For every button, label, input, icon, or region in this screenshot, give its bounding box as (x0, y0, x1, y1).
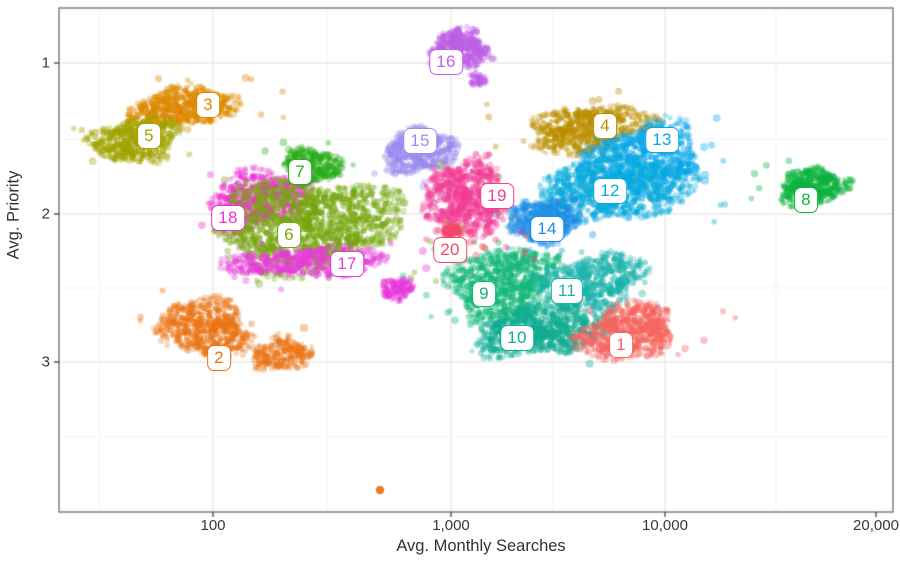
y-tick-label-2: 2 (41, 205, 50, 223)
cluster-label-14: 14 (530, 216, 564, 242)
x-tick-label-1000: 1,000 (432, 517, 470, 534)
cluster-label-1: 1 (609, 332, 633, 358)
cluster-label-19: 19 (480, 183, 514, 209)
cluster-label-16: 16 (429, 49, 463, 75)
y-axis-title: Avg. Priority (4, 170, 23, 260)
x-tick-label-10000: 10,000 (642, 517, 688, 534)
x-tick-label-100: 100 (200, 517, 226, 534)
cluster-label-2: 2 (207, 345, 231, 371)
cluster-label-3: 3 (196, 92, 220, 118)
cluster-label-11: 11 (550, 278, 584, 304)
cluster-label-12: 12 (593, 178, 627, 204)
cluster-label-20: 20 (433, 237, 467, 263)
cluster-label-13: 13 (645, 127, 679, 153)
cluster-label-17: 17 (330, 251, 364, 277)
cluster-label-18: 18 (211, 205, 245, 231)
x-axis-title: Avg. Monthly Searches (396, 537, 566, 555)
y-tick-label-3: 3 (41, 353, 50, 371)
cluster-label-15: 15 (403, 128, 437, 154)
cluster-label-10: 10 (500, 325, 534, 351)
cluster-label-7: 7 (288, 159, 312, 185)
x-tick-label-20000: 20,000 (853, 517, 899, 534)
cluster-label-9: 9 (472, 281, 496, 307)
cluster-label-6: 6 (277, 222, 301, 248)
cluster-label-5: 5 (137, 123, 161, 149)
cluster-label-4: 4 (593, 113, 617, 139)
y-tick-label-1: 1 (41, 54, 50, 72)
cluster-label-8: 8 (794, 187, 818, 213)
